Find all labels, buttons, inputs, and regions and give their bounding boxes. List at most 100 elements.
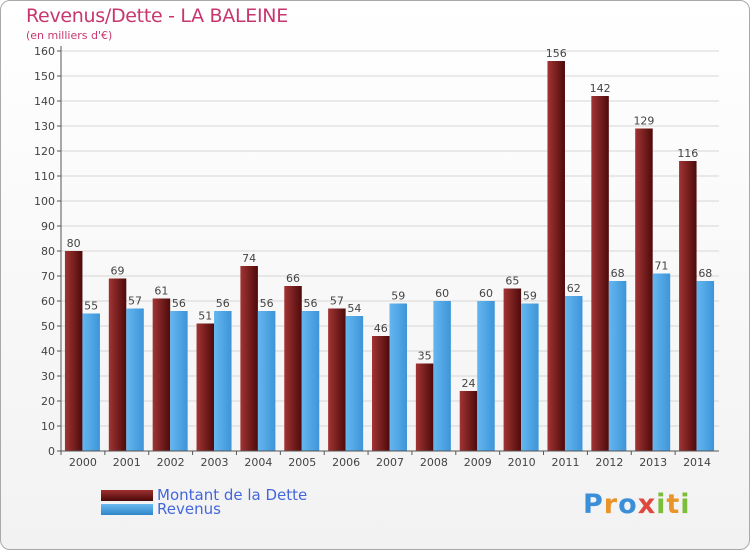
y-tick-label: 30	[41, 370, 55, 383]
revenue-value-label: 59	[391, 290, 405, 303]
revenue-bar	[521, 303, 539, 451]
debt-bar	[459, 391, 478, 451]
chart-subtitle: (en milliers d'€)	[26, 29, 113, 42]
debt-bar	[591, 96, 609, 451]
x-tick-label: 2003	[201, 456, 229, 469]
debt-bar	[503, 288, 522, 451]
debt-value-label: 66	[286, 272, 300, 285]
debt-bar	[679, 161, 697, 451]
y-tick-label: 100	[34, 195, 55, 208]
revenue-value-label: 56	[216, 297, 230, 310]
logo-letter: x	[637, 489, 657, 520]
revenue-bar	[214, 311, 232, 451]
x-tick-label: 2006	[332, 456, 360, 469]
y-tick-label: 60	[41, 295, 55, 308]
chart-title: Revenus/Dette - LA BALEINE	[26, 5, 288, 27]
revenue-bar	[301, 311, 320, 451]
debt-value-label: 156	[546, 47, 567, 60]
debt-bar	[152, 298, 171, 451]
debt-bar	[196, 323, 215, 451]
revenue-bar	[433, 301, 451, 451]
revenue-value-label: 55	[84, 300, 98, 313]
revenue-bar	[345, 316, 364, 451]
debt-value-label: 51	[198, 310, 212, 323]
revenue-value-label: 60	[435, 287, 449, 300]
debt-bar	[240, 266, 258, 451]
legend-swatch-revenus	[101, 503, 153, 515]
debt-value-label: 74	[242, 252, 256, 265]
y-tick-label: 140	[34, 95, 55, 108]
y-axis-ticks: 0 10 20 30 40 50 60 70 80 90 100 110 120 130 140 150 160	[34, 45, 61, 458]
x-tick-label: 2014	[683, 456, 711, 469]
revenue-bar	[257, 311, 276, 451]
revenue-value-label: 60	[479, 287, 493, 300]
revenue-value-label: 62	[567, 282, 581, 295]
debt-bar	[64, 251, 83, 451]
logo-letter: r	[603, 489, 619, 520]
logo-letter: i	[656, 489, 667, 520]
logo-letter: i	[680, 489, 691, 520]
y-tick-label: 160	[34, 45, 55, 58]
x-tick-label: 2007	[376, 456, 404, 469]
revenue-bar	[652, 273, 671, 451]
debt-bar	[635, 128, 653, 451]
legend-swatch-dette	[101, 489, 153, 501]
debt-value-label: 69	[111, 265, 125, 278]
debt-value-label: 24	[461, 377, 475, 390]
debt-bar	[415, 363, 434, 451]
revenue-bar	[608, 281, 627, 451]
revenue-value-label: 56	[304, 297, 318, 310]
debt-bar	[547, 61, 565, 451]
debt-bar	[372, 336, 390, 451]
proxiti-logo[interactable]: Proxiti	[583, 489, 691, 520]
y-tick-label: 90	[41, 220, 55, 233]
debt-value-label: 65	[505, 275, 519, 288]
revenue-bar	[564, 296, 583, 451]
x-tick-label: 2012	[595, 456, 623, 469]
revenue-value-label: 57	[128, 295, 142, 308]
revenue-value-label: 71	[654, 260, 668, 273]
axes	[60, 46, 719, 452]
revenue-bar	[170, 311, 188, 451]
y-tick-label: 40	[41, 345, 55, 358]
y-tick-label: 20	[41, 395, 55, 408]
y-tick-label: 70	[41, 270, 55, 283]
y-tick-label: 110	[34, 170, 55, 183]
debt-bar	[328, 308, 346, 451]
revenue-value-label: 68	[611, 267, 625, 280]
x-tick-label: 2004	[244, 456, 272, 469]
y-tick-label: 130	[34, 120, 55, 133]
y-tick-label: 10	[41, 420, 55, 433]
legend-label-dette: Montant de la Dette	[157, 486, 308, 504]
revenue-value-label: 68	[698, 267, 712, 280]
logo-letter: P	[583, 489, 604, 520]
debt-value-label: 129	[633, 115, 654, 128]
debt-value-label: 116	[677, 147, 698, 160]
revenue-bar	[696, 281, 715, 451]
legend-item-revenus: Revenus	[101, 500, 221, 518]
debt-value-label: 142	[590, 82, 611, 95]
legend-label-revenus: Revenus	[157, 500, 221, 518]
bars	[64, 61, 715, 451]
x-tick-label: 2008	[420, 456, 448, 469]
revenue-value-label: 56	[172, 297, 186, 310]
debt-bar	[284, 286, 302, 451]
logo-letter: o	[618, 489, 638, 520]
revenue-value-label: 56	[260, 297, 274, 310]
legend-item-dette: Montant de la Dette	[101, 486, 308, 504]
revenue-bar	[82, 313, 100, 451]
x-tick-label: 2002	[157, 456, 185, 469]
debt-bar	[108, 278, 127, 451]
revenue-value-label: 54	[347, 302, 361, 315]
y-tick-label: 50	[41, 320, 55, 333]
x-tick-label: 2010	[508, 456, 536, 469]
x-tick-label: 2013	[639, 456, 667, 469]
x-tick-label: 2001	[113, 456, 141, 469]
revenue-bar	[389, 303, 407, 451]
debt-value-label: 35	[418, 350, 432, 363]
revenue-bar	[477, 301, 495, 451]
debt-value-label: 80	[67, 237, 81, 250]
y-tick-label: 0	[48, 445, 55, 458]
